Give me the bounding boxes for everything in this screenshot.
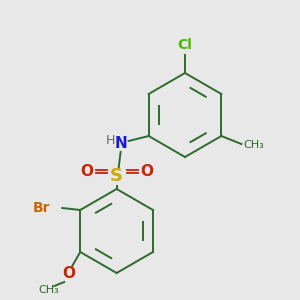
Text: O: O [140, 164, 153, 178]
Text: Br: Br [33, 201, 50, 215]
Text: N: N [114, 136, 127, 152]
Text: O: O [62, 266, 75, 281]
Text: H: H [106, 134, 115, 146]
Text: S: S [110, 167, 123, 185]
Text: CH₃: CH₃ [243, 140, 264, 150]
Text: CH₃: CH₃ [38, 285, 58, 295]
Text: O: O [80, 164, 93, 178]
Text: Cl: Cl [178, 38, 192, 52]
